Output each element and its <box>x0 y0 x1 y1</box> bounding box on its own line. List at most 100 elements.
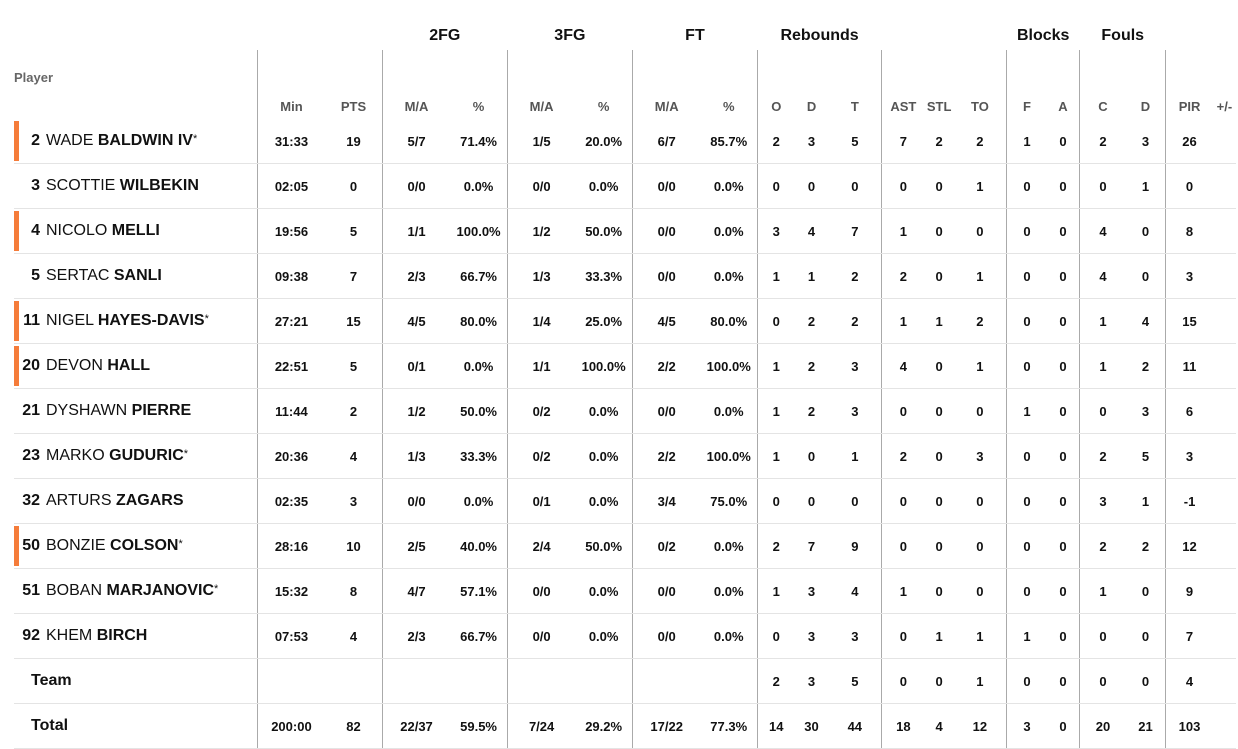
player-last-name[interactable]: BALDWIN IV <box>97 132 193 149</box>
header-plus-minus[interactable]: +/- <box>1216 99 1233 114</box>
player-row[interactable]: 3 SCOTTIE WILBEKIN 02:05 0 0/0 0.0% 0/0 0.0% 0/0… <box>14 163 1236 209</box>
header-player[interactable]: Player <box>14 70 54 85</box>
player-last-name[interactable]: MARJANOVIC <box>106 582 215 599</box>
stat-pts: 2 <box>325 388 383 434</box>
header-ft-ma[interactable]: M/A <box>631 50 701 119</box>
stat-blocks-a: 0 <box>1046 163 1080 209</box>
header-to[interactable]: TO <box>970 99 989 114</box>
stat-plus-minus <box>1212 433 1236 479</box>
player-first-name[interactable]: SERTAC <box>46 267 110 284</box>
player-row[interactable]: 11 NIGEL HAYES-DAVIS* 27:21 15 4/5 80.0% 1/4 25… <box>14 298 1236 344</box>
header-fouls-d[interactable]: D <box>1140 99 1151 114</box>
stat-stl: 1 <box>924 613 954 659</box>
header-3fg-ma[interactable]: M/A <box>506 50 576 119</box>
player-row[interactable]: 2 WADE BALDWIN IV* 31:33 19 5/7 71.4% 1/5 20.0%… <box>14 119 1236 164</box>
header-pir[interactable]: PIR <box>1165 50 1213 119</box>
stat-reb-t: 3 <box>828 343 882 389</box>
stat-pts <box>325 658 383 704</box>
player-last-name[interactable]: SANLI <box>113 267 162 284</box>
stat-ast: 0 <box>881 613 925 659</box>
stat-3fg-ma: 1/3 <box>506 253 576 299</box>
player-row[interactable]: 32 ARTURS ZAGARS 02:35 3 0/0 0.0% 0/1 0.0% 3/4 75… <box>14 478 1236 524</box>
stat-fouls-d: 2 <box>1125 343 1166 389</box>
player-last-name[interactable]: PIERRE <box>131 402 192 419</box>
header-min[interactable]: Min <box>256 50 326 119</box>
player-first-name[interactable]: SCOTTIE <box>46 177 116 194</box>
stat-blocks-f: 1 <box>1006 388 1047 434</box>
header-ast[interactable]: AST <box>881 50 925 119</box>
player-first-name[interactable]: BONZIE <box>46 537 106 554</box>
stat-ft-ma: 2/2 <box>631 433 701 479</box>
player-first-name[interactable]: ARTURS <box>46 492 112 509</box>
header-stl[interactable]: STL <box>926 99 952 114</box>
stat-plus-minus <box>1212 478 1236 524</box>
header-reb-d[interactable]: D <box>806 99 817 114</box>
team-label: Team <box>14 658 258 704</box>
stat-plus-minus <box>1212 388 1236 434</box>
stat-fouls-d: 4 <box>1125 298 1166 344</box>
player-number: 32 <box>22 492 40 509</box>
player-number: 92 <box>22 627 40 644</box>
player-last-name[interactable]: WILBEKIN <box>119 177 199 194</box>
stat-reb-o: 1 <box>756 253 795 299</box>
player-row[interactable]: 20 DEVON HALL 22:51 5 0/1 0.0% 1/1 100.0% 2/2 100… <box>14 343 1236 389</box>
header-pts[interactable]: PTS <box>340 99 367 114</box>
header-reb-o[interactable]: O <box>756 50 795 119</box>
player-row[interactable]: 5 SERTAC SANLI 09:38 7 2/3 66.7% 1/3 33.3% 0/0 0.… <box>14 253 1236 299</box>
stat-ft-pct: 77.3% <box>700 703 758 749</box>
player-cell: 92 KHEM BIRCH <box>14 613 258 659</box>
header-blocks-f[interactable]: F <box>1006 50 1047 119</box>
stat-ft-ma <box>631 658 701 704</box>
player-number: 23 <box>22 447 40 464</box>
player-first-name[interactable]: MARKO <box>46 447 105 464</box>
header-reb-t[interactable]: T <box>850 99 859 114</box>
player-row[interactable]: 4 NICOLO MELLI 19:56 5 1/1 100.0% 1/2 50.0% 0/0 0… <box>14 208 1236 254</box>
player-first-name[interactable]: NICOLO <box>46 222 108 239</box>
stat-pir: 26 <box>1165 119 1213 164</box>
stat-pir: 8 <box>1165 208 1213 254</box>
player-first-name[interactable]: WADE <box>46 132 94 149</box>
stat-2fg-ma: 2/3 <box>381 253 451 299</box>
stat-to: 3 <box>953 433 1007 479</box>
player-first-name[interactable]: NIGEL <box>46 312 94 329</box>
stat-to: 0 <box>953 568 1007 614</box>
stat-pir: 11 <box>1165 343 1213 389</box>
player-last-name[interactable]: HAYES-DAVIS <box>97 312 205 329</box>
player-last-name[interactable]: COLSON <box>110 537 179 554</box>
header-ft-pct[interactable]: % <box>722 99 735 114</box>
player-first-name[interactable]: DYSHAWN <box>46 402 128 419</box>
player-first-name[interactable]: KHEM <box>46 627 93 644</box>
header-2fg-pct[interactable]: % <box>472 99 485 114</box>
stat-2fg-ma: 5/7 <box>381 119 451 164</box>
player-row[interactable]: 50 BONZIE COLSON* 28:16 10 2/5 40.0% 2/4 50.0% 0… <box>14 523 1236 569</box>
header-3fg-pct[interactable]: % <box>597 99 610 114</box>
player-row[interactable]: 92 KHEM BIRCH 07:53 4 2/3 66.7% 0/0 0.0% 0/0 0.0%… <box>14 613 1236 659</box>
stat-blocks-a: 0 <box>1046 298 1080 344</box>
player-last-name[interactable]: BIRCH <box>96 627 148 644</box>
player-last-name[interactable]: GUDURIC <box>109 447 184 464</box>
stat-3fg-pct: 33.3% <box>575 253 633 299</box>
stat-fouls-c: 2 <box>1079 119 1126 164</box>
stat-pts: 7 <box>325 253 383 299</box>
player-last-name[interactable]: MELLI <box>111 222 160 239</box>
player-row[interactable]: 21 DYSHAWN PIERRE 11:44 2 1/2 50.0% 0/2 0.0% 0/0… <box>14 388 1236 434</box>
player-row[interactable]: 51 BOBAN MARJANOVIC* 15:32 8 4/7 57.1% 0/0 0.0%… <box>14 568 1236 614</box>
player-row[interactable]: 23 MARKO GUDURIC* 20:36 4 1/3 33.3% 0/2 0.0% 2/2… <box>14 433 1236 479</box>
stat-fouls-c: 1 <box>1079 343 1126 389</box>
box-score-body: 2 WADE BALDWIN IV* 31:33 19 5/7 71.4% 1/5 20.0%… <box>14 119 1236 749</box>
player-last-name[interactable]: HALL <box>107 357 151 374</box>
player-last-name[interactable]: ZAGARS <box>115 492 184 509</box>
stat-stl: 0 <box>924 478 954 524</box>
stat-2fg-ma: 1/1 <box>381 208 451 254</box>
stat-to: 2 <box>953 119 1007 164</box>
stat-min: 07:53 <box>256 613 326 659</box>
stat-2fg-pct: 80.0% <box>450 298 508 344</box>
stat-ft-pct: 80.0% <box>700 298 758 344</box>
stat-3fg-ma <box>506 658 576 704</box>
header-2fg-ma[interactable]: M/A <box>381 50 451 119</box>
stat-3fg-ma: 7/24 <box>506 703 576 749</box>
player-first-name[interactable]: BOBAN <box>46 582 103 599</box>
player-first-name[interactable]: DEVON <box>46 357 103 374</box>
header-fouls-c[interactable]: C <box>1079 50 1126 119</box>
header-blocks-a[interactable]: A <box>1058 99 1068 114</box>
